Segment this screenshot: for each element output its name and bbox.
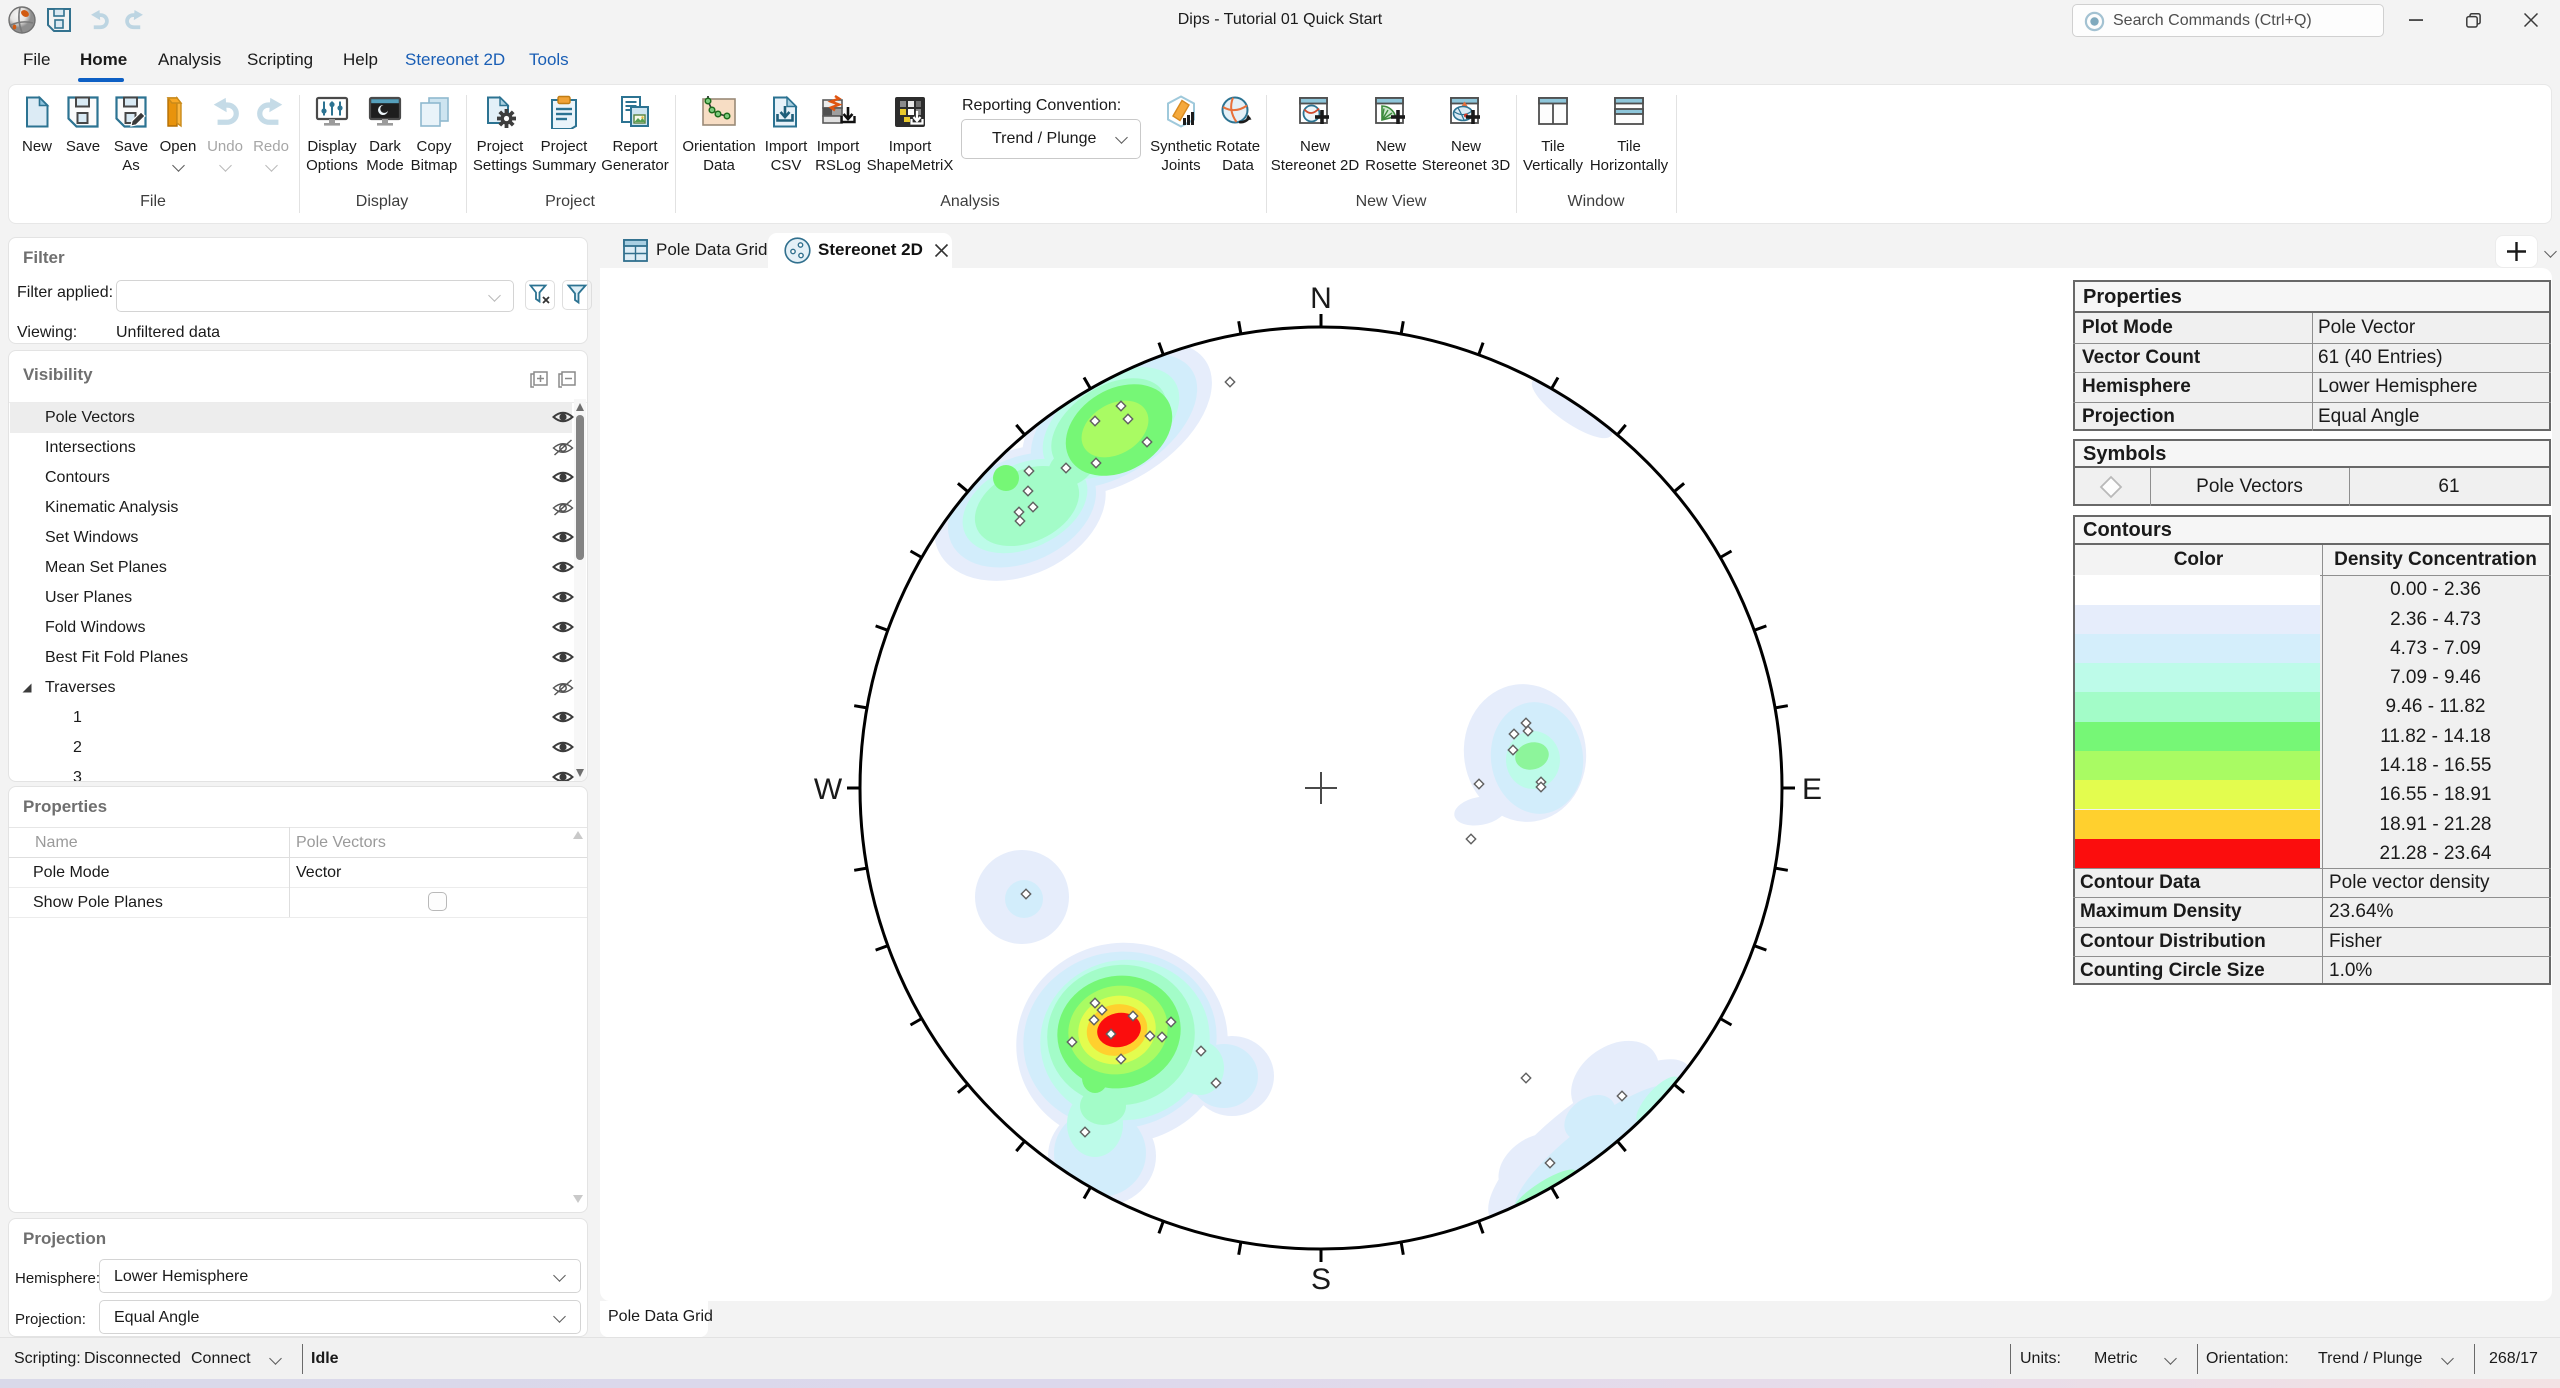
svg-text:W: W xyxy=(814,773,843,806)
svg-text:S: S xyxy=(1311,1263,1331,1296)
svg-text:E: E xyxy=(1802,773,1822,806)
svg-text:N: N xyxy=(1310,282,1332,315)
